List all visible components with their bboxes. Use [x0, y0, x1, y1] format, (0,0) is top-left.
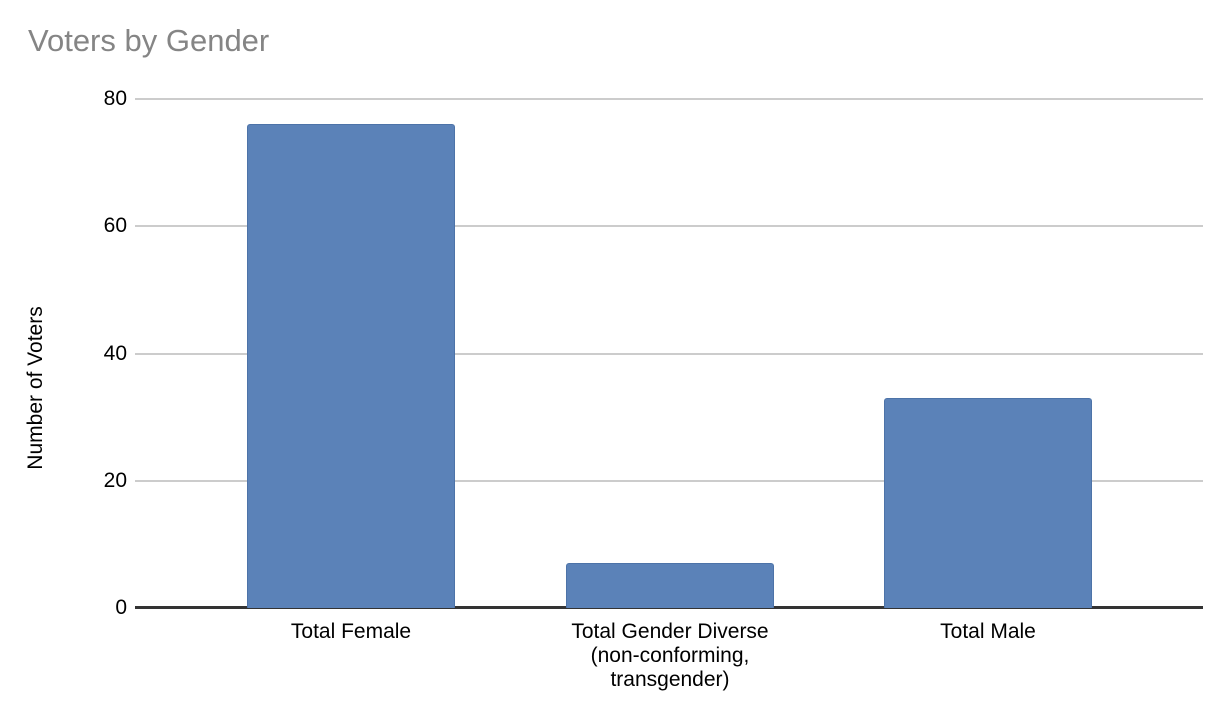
- gridline: [135, 225, 1203, 228]
- y-tick-label: 40: [103, 341, 127, 365]
- x-tick-label: Total Female: [290, 620, 412, 643]
- y-tick-label: 60: [103, 214, 127, 238]
- gridline: [135, 352, 1203, 355]
- y-tick-label: 0: [115, 596, 127, 619]
- gridline: [135, 98, 1203, 100]
- gridline: [135, 479, 1203, 482]
- chart-title: Voters by Gender: [28, 23, 270, 58]
- bar: [247, 124, 455, 608]
- y-axis-title: Number of Voters: [24, 306, 47, 470]
- x-tick-label: Total Male: [940, 620, 1036, 643]
- plot-area: [135, 98, 1203, 609]
- bar: [884, 398, 1092, 608]
- x-tick-label: Total Gender Diverse (non-conforming, tr…: [571, 620, 769, 691]
- bar: [566, 563, 774, 608]
- y-tick-label: 80: [103, 87, 127, 110]
- y-tick-label: 20: [103, 468, 127, 492]
